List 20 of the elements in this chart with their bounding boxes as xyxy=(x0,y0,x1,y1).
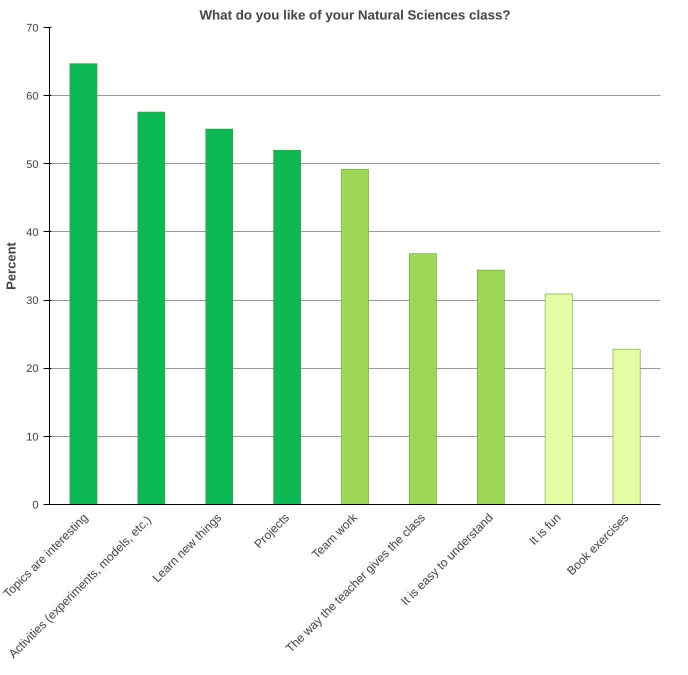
bar xyxy=(273,150,301,504)
y-tick-label: 50 xyxy=(26,158,39,171)
bar xyxy=(341,168,369,504)
y-tick-label: 20 xyxy=(26,363,39,376)
y-tick-label: 10 xyxy=(26,431,39,444)
x-tick-label: It is fun xyxy=(526,510,564,548)
bar xyxy=(612,348,640,504)
y-tick-label: 40 xyxy=(26,226,39,239)
bar xyxy=(476,270,505,504)
y-tick-label: 60 xyxy=(26,90,39,103)
y-tick-label: 70 xyxy=(26,22,39,34)
bar xyxy=(544,294,572,504)
y-tick-label: 30 xyxy=(26,295,39,308)
y-tick-label: 0 xyxy=(32,500,39,512)
bar xyxy=(70,63,98,504)
y-axis-title: Percent xyxy=(3,241,18,290)
bar xyxy=(409,253,437,504)
bar xyxy=(205,128,234,504)
chart-title: What do you like of your Natural Sciences class? xyxy=(199,8,511,22)
bar xyxy=(138,112,166,504)
